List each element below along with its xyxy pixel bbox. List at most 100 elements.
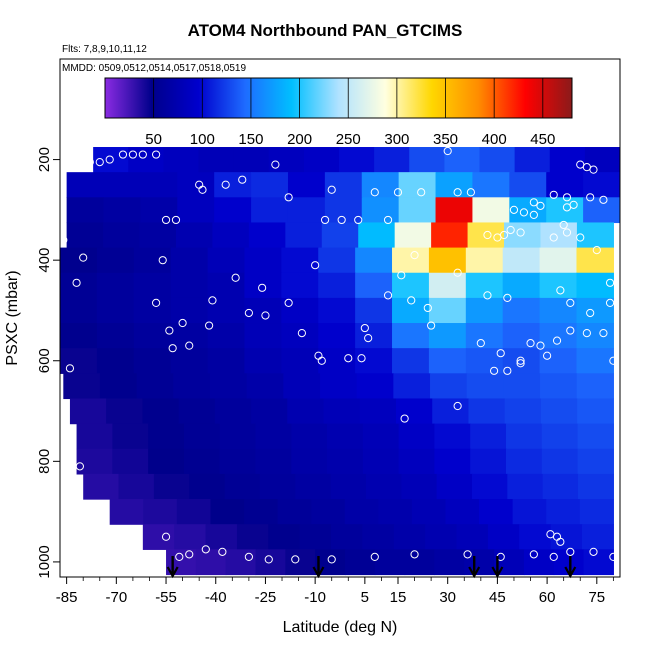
heatmap-cell xyxy=(287,398,325,425)
sample-point xyxy=(291,555,300,564)
heatmap-cell xyxy=(514,147,551,173)
heatmap-cell xyxy=(244,348,282,374)
sample-point xyxy=(284,298,293,308)
colorbar-tick-label: 450 xyxy=(530,131,555,148)
sample-point xyxy=(529,550,538,559)
sample-point xyxy=(509,205,519,214)
heatmap-cell xyxy=(148,448,185,475)
heatmap-cell xyxy=(112,423,149,450)
heatmap-cell xyxy=(434,448,471,475)
heatmap-cell xyxy=(398,423,436,450)
heatmap-cell xyxy=(503,373,541,400)
heatmap-cell xyxy=(99,373,138,400)
sample-point xyxy=(271,160,280,169)
sample-point xyxy=(410,550,419,559)
sample-point xyxy=(592,246,601,255)
heatmap-cell xyxy=(512,499,547,525)
sample-point xyxy=(208,296,217,305)
heatmap-cell xyxy=(207,247,246,274)
heatmap-cell xyxy=(502,348,541,374)
heatmap-cell xyxy=(577,398,614,425)
heatmap-cell xyxy=(311,499,346,525)
heatmap-cell xyxy=(404,549,436,576)
heatmap-cell xyxy=(398,197,437,224)
sample-point xyxy=(79,253,88,262)
heatmap-cell xyxy=(506,448,543,475)
sample-point xyxy=(238,175,247,184)
y-tick-label: 400 xyxy=(36,248,53,273)
heatmap-cell xyxy=(281,247,319,274)
heatmap-cell xyxy=(214,197,252,224)
heatmap-cell xyxy=(153,473,190,500)
sample-point xyxy=(370,552,379,561)
heatmap-cell xyxy=(268,524,301,550)
heatmap-cell xyxy=(479,499,514,525)
heatmap-cell xyxy=(281,297,319,324)
heatmap-cell xyxy=(324,172,363,198)
x-tick-label: -40 xyxy=(205,589,227,606)
heatmap-cell xyxy=(96,297,135,324)
x-axis-label: Latitude (deg N) xyxy=(283,619,398,636)
sample-point xyxy=(185,341,194,350)
heatmap-cell xyxy=(465,297,504,324)
heatmap-cell xyxy=(467,222,505,249)
heatmap-cell xyxy=(318,323,356,349)
heatmap-cell xyxy=(299,524,332,550)
heatmap-cell xyxy=(327,448,364,475)
sample-point xyxy=(483,291,492,300)
x-tick-label: -25 xyxy=(255,589,277,606)
heatmap-cell xyxy=(401,473,438,500)
heatmap-cell xyxy=(470,423,507,450)
heatmap-cell xyxy=(96,272,135,299)
heatmap-cell xyxy=(163,147,200,173)
sample-point xyxy=(589,547,598,556)
sample-point xyxy=(599,328,608,338)
sample-point xyxy=(503,366,512,375)
sample-point xyxy=(566,326,575,335)
sample-point xyxy=(427,321,436,330)
sample-point xyxy=(393,188,403,197)
heatmap-cell xyxy=(112,448,149,475)
sample-point xyxy=(79,163,88,172)
heatmap-cell xyxy=(174,524,207,550)
sample-point xyxy=(562,228,572,237)
sample-point xyxy=(546,530,555,539)
heatmap-cell xyxy=(330,473,367,500)
heatmap-cell xyxy=(362,448,400,475)
heatmap-cell xyxy=(233,147,270,173)
heatmap-cell xyxy=(411,499,447,525)
sample-point xyxy=(586,193,595,202)
sample-point xyxy=(417,188,426,197)
sample-point xyxy=(463,550,472,559)
heatmap-cell xyxy=(148,423,185,450)
sample-point xyxy=(370,188,379,197)
heatmap-cell xyxy=(464,549,495,576)
heatmap-cell xyxy=(392,297,430,324)
heatmap-cell xyxy=(277,499,312,525)
heatmap-cell xyxy=(539,272,578,299)
heatmap-cell xyxy=(361,172,400,198)
heatmap-cell xyxy=(507,473,544,500)
heatmap-cell xyxy=(207,323,246,349)
sample-point xyxy=(549,552,558,561)
colorbar-tick-label: 150 xyxy=(238,131,263,148)
sample-point xyxy=(327,555,336,564)
heatmap-cell xyxy=(428,247,467,274)
sample-point xyxy=(284,193,293,202)
heatmap-cell xyxy=(219,448,257,475)
heatmap-cell xyxy=(244,272,282,299)
sample-point xyxy=(128,150,137,159)
heatmap-cell xyxy=(355,323,393,349)
heatmap-cell xyxy=(318,297,356,324)
colorbar-tick-label: 200 xyxy=(287,131,312,148)
flight-arrow xyxy=(166,556,179,579)
sample-point xyxy=(138,150,147,159)
heatmap-cell xyxy=(577,423,614,450)
y-axis-label: PSXC (mbar) xyxy=(4,270,21,365)
x-tick-label: 15 xyxy=(390,589,407,606)
sample-point xyxy=(476,339,485,348)
heatmap-cell xyxy=(212,222,250,249)
heatmap-cell xyxy=(109,499,144,525)
heatmap-cell xyxy=(465,323,504,349)
heatmap-cell xyxy=(523,549,555,576)
